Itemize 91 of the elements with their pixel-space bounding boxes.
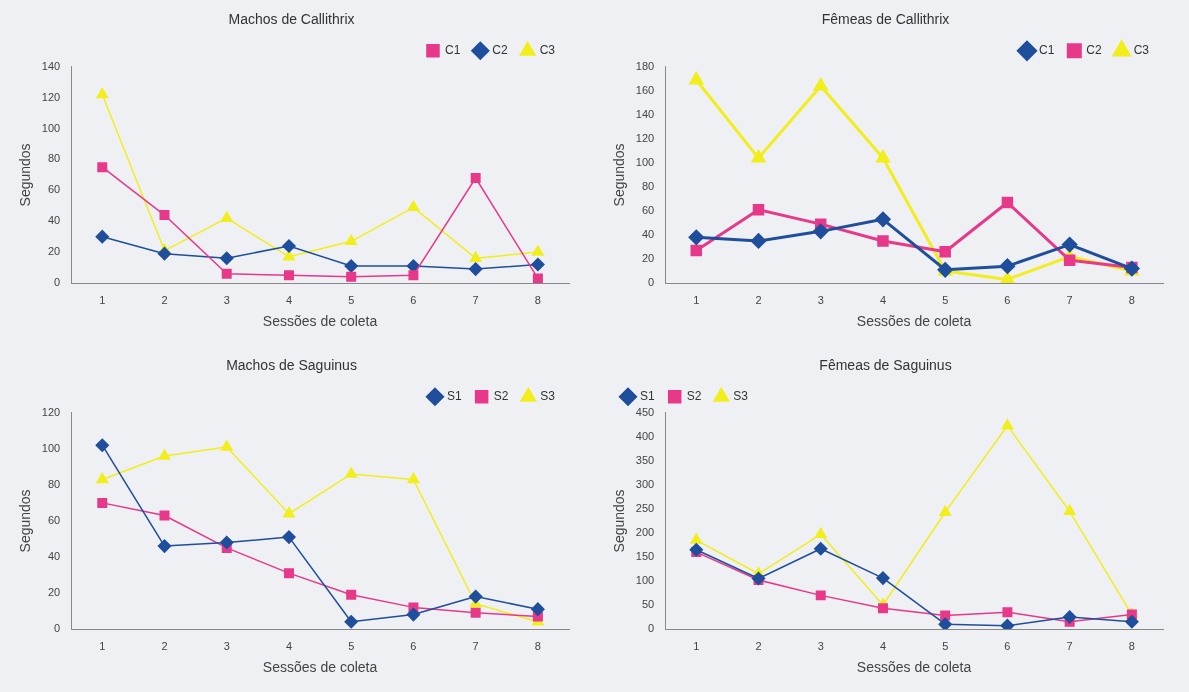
legend-label: S1 [640, 389, 655, 404]
x-tick-label: 5 [942, 639, 949, 652]
y-tick-label: 400 [635, 429, 655, 442]
x-tick-label: 2 [161, 639, 168, 652]
y-tick-label: 100 [41, 441, 61, 454]
y-tick-label: 100 [635, 155, 655, 168]
x-tick-label: 3 [223, 293, 230, 306]
x-tick-label: 2 [755, 293, 762, 306]
legend-label: C1 [1038, 43, 1055, 58]
x-tick-label: 4 [285, 639, 293, 652]
y-tick-label: 350 [635, 453, 655, 466]
y-tick-label: 60 [47, 513, 61, 526]
y-tick-label: 20 [641, 252, 655, 265]
legend-label: S1 [446, 389, 462, 404]
x-tick-label: 4 [285, 293, 293, 306]
x-tick-label: 7 [472, 639, 479, 652]
y-tick-label: 40 [47, 214, 61, 227]
legend-label: S3 [733, 389, 749, 404]
y-tick-label: 120 [41, 405, 61, 418]
y-tick-label: 250 [635, 501, 655, 514]
y-tick-label: 0 [648, 622, 655, 635]
x-axis-title: Sessões de coleta [856, 659, 972, 676]
y-tick-label: 180 [635, 59, 655, 72]
x-axis-title: Sessões de coleta [262, 659, 378, 676]
y-tick-label: 140 [41, 59, 61, 72]
x-tick-label: 2 [755, 639, 762, 652]
chart-title: Machos de Saguinus [226, 357, 357, 374]
x-tick-label: 5 [348, 639, 355, 652]
y-tick-label: 80 [641, 179, 655, 192]
x-tick-label: 6 [410, 639, 417, 652]
legend-label: S2 [493, 389, 509, 404]
y-tick-label: 120 [41, 90, 61, 103]
y-tick-label: 0 [54, 622, 61, 635]
chart-title: Fêmeas de Callithrix [821, 11, 950, 28]
x-tick-label: 8 [534, 293, 541, 306]
legend-label: S2 [686, 389, 702, 404]
x-tick-label: 2 [161, 293, 168, 306]
y-tick-label: 120 [635, 131, 655, 144]
x-tick-label: 7 [1066, 293, 1073, 306]
y-tick-label: 100 [41, 121, 61, 134]
x-tick-label: 8 [1128, 639, 1135, 652]
x-tick-label: 8 [534, 639, 541, 652]
y-tick-label: 80 [47, 477, 61, 490]
y-tick-label: 20 [47, 586, 61, 598]
y-tick-label: 160 [635, 83, 655, 96]
x-tick-label: 5 [348, 293, 355, 306]
x-tick-label: 8 [1128, 293, 1135, 306]
x-tick-label: 3 [817, 639, 824, 652]
y-tick-label: 140 [635, 107, 655, 120]
x-tick-label: 5 [942, 293, 949, 306]
y-tick-label: 150 [635, 549, 655, 562]
chart-title: Fêmeas de Saguinus [819, 357, 952, 374]
y-tick-label: 20 [47, 245, 61, 258]
x-tick-label: 1 [693, 639, 700, 652]
legend-label: S3 [540, 389, 556, 404]
x-tick-label: 1 [693, 293, 700, 306]
legend-label: C2 [492, 43, 508, 58]
y-tick-label: 60 [641, 203, 655, 216]
x-tick-label: 3 [223, 639, 230, 652]
y-tick-label: 100 [635, 573, 655, 586]
x-axis-title: Sessões de coleta [856, 313, 972, 330]
x-tick-label: 4 [879, 639, 887, 652]
x-tick-label: 1 [99, 293, 106, 306]
y-tick-label: 40 [47, 549, 61, 562]
y-axis-title: Segundos [17, 143, 34, 207]
y-tick-label: 40 [641, 227, 655, 240]
legend-label: C3 [539, 43, 556, 58]
y-tick-label: 60 [47, 183, 61, 196]
y-tick-label: 80 [47, 152, 61, 165]
y-axis-title: Segundos [17, 489, 34, 553]
y-axis-title: Segundos [611, 489, 628, 553]
chart-title: Machos de Callithrix [228, 11, 355, 28]
x-tick-label: 1 [99, 639, 106, 652]
y-axis-title: Segundos [611, 143, 628, 207]
x-tick-label: 4 [879, 293, 887, 306]
x-tick-label: 7 [472, 293, 479, 306]
y-tick-label: 200 [635, 525, 655, 538]
y-tick-label: 300 [635, 477, 655, 490]
x-tick-label: 7 [1066, 639, 1073, 652]
y-tick-label: 450 [635, 405, 655, 418]
y-tick-label: 0 [54, 276, 61, 289]
x-tick-label: 6 [1004, 639, 1011, 652]
legend-label: C2 [1086, 43, 1102, 58]
x-tick-label: 3 [817, 293, 824, 306]
legend-label: C3 [1133, 43, 1150, 58]
x-axis-title: Sessões de coleta [262, 313, 378, 330]
legend-label: C1 [444, 43, 461, 58]
x-tick-label: 6 [1004, 293, 1011, 306]
y-tick-label: 50 [641, 598, 655, 611]
x-tick-label: 6 [410, 293, 417, 306]
y-tick-label: 0 [648, 276, 655, 289]
